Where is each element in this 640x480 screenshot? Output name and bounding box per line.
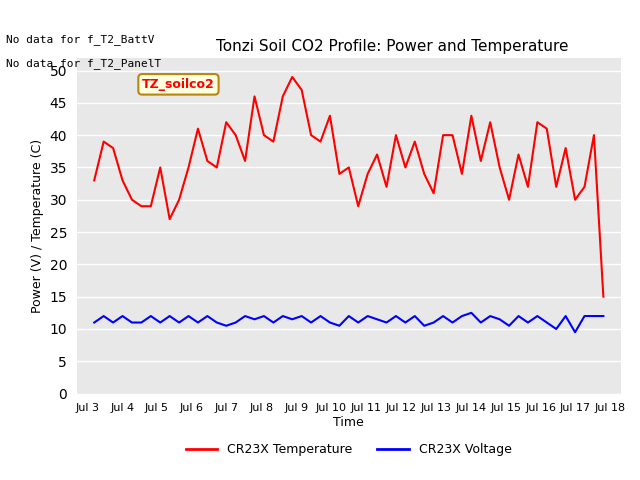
X-axis label: Time: Time	[333, 416, 364, 429]
Title: Tonzi Soil CO2 Profile: Power and Temperature: Tonzi Soil CO2 Profile: Power and Temper…	[216, 39, 568, 54]
Text: TZ_soilco2: TZ_soilco2	[142, 78, 215, 91]
Legend: CR23X Temperature, CR23X Voltage: CR23X Temperature, CR23X Voltage	[181, 438, 516, 461]
Text: No data for f_T2_PanelT: No data for f_T2_PanelT	[6, 58, 162, 69]
Y-axis label: Power (V) / Temperature (C): Power (V) / Temperature (C)	[31, 139, 44, 312]
Text: No data for f_T2_BattV: No data for f_T2_BattV	[6, 34, 155, 45]
